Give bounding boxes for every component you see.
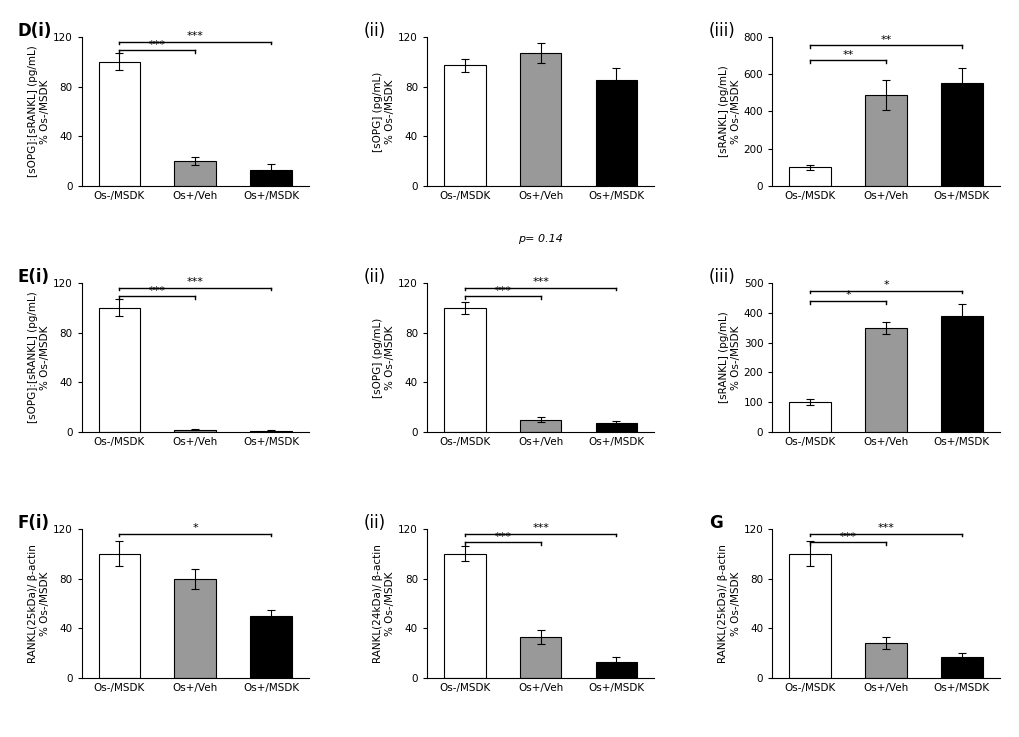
Text: E(i): E(i) xyxy=(18,268,50,286)
Bar xyxy=(174,161,216,186)
Y-axis label: [sRANKL] (pg/mL)
% Os-/MSDK: [sRANKL] (pg/mL) % Os-/MSDK xyxy=(717,66,740,157)
Text: F(i): F(i) xyxy=(18,514,50,532)
Bar xyxy=(250,170,291,186)
Text: *: * xyxy=(845,290,850,301)
Bar xyxy=(174,579,216,678)
Y-axis label: [sOPG]:[sRANKL] (pg/mL)
% Os-/MSDK: [sOPG]:[sRANKL] (pg/mL) % Os-/MSDK xyxy=(28,46,50,178)
Text: p= 0.14: p= 0.14 xyxy=(518,234,562,244)
Text: ***: *** xyxy=(186,277,204,287)
Text: (iii): (iii) xyxy=(708,22,735,40)
Text: (iii): (iii) xyxy=(708,268,735,286)
Bar xyxy=(940,83,981,186)
Y-axis label: RANKL(24kDa)/ β-actin
% Os-/MSDK: RANKL(24kDa)/ β-actin % Os-/MSDK xyxy=(373,544,395,663)
Y-axis label: RANKL(25kDa)/ β-actin
% Os-/MSDK: RANKL(25kDa)/ β-actin % Os-/MSDK xyxy=(28,544,50,663)
Bar xyxy=(99,308,141,432)
Bar xyxy=(789,553,830,678)
Text: (ii): (ii) xyxy=(363,268,385,286)
Bar xyxy=(864,328,906,432)
Bar xyxy=(595,80,637,186)
Y-axis label: [sRANKL] (pg/mL)
% Os-/MSDK: [sRANKL] (pg/mL) % Os-/MSDK xyxy=(717,312,740,403)
Text: (ii): (ii) xyxy=(363,22,385,40)
Text: ***: *** xyxy=(532,277,548,287)
Text: ***: *** xyxy=(876,523,894,533)
Bar xyxy=(99,62,141,186)
Text: ***: *** xyxy=(494,531,511,542)
Text: *: * xyxy=(882,280,888,290)
Bar xyxy=(595,423,637,432)
Bar xyxy=(864,643,906,678)
Y-axis label: [sOPG] (pg/mL)
% Os-/MSDK: [sOPG] (pg/mL) % Os-/MSDK xyxy=(373,318,395,397)
Y-axis label: [sOPG] (pg/mL)
% Os-/MSDK: [sOPG] (pg/mL) % Os-/MSDK xyxy=(373,71,395,152)
Bar xyxy=(250,616,291,678)
Text: ***: *** xyxy=(494,286,511,296)
Text: **: ** xyxy=(879,35,891,45)
Text: ***: *** xyxy=(149,40,166,49)
Y-axis label: RANKL(25kDa)/ β-actin
% Os-/MSDK: RANKL(25kDa)/ β-actin % Os-/MSDK xyxy=(717,544,740,663)
Text: D(i): D(i) xyxy=(18,22,52,40)
Text: **: ** xyxy=(842,49,853,60)
Text: *: * xyxy=(193,523,198,533)
Text: (ii): (ii) xyxy=(363,514,385,532)
Bar xyxy=(940,315,981,432)
Text: ***: *** xyxy=(839,531,856,542)
Text: ***: *** xyxy=(532,523,548,533)
Bar xyxy=(789,167,830,186)
Text: G: G xyxy=(708,514,721,532)
Bar xyxy=(520,419,560,432)
Text: ***: *** xyxy=(149,286,166,296)
Y-axis label: [sOPG]:[sRANKL] (pg/mL)
% Os-/MSDK: [sOPG]:[sRANKL] (pg/mL) % Os-/MSDK xyxy=(28,292,50,423)
Bar xyxy=(595,662,637,678)
Bar xyxy=(443,308,485,432)
Bar xyxy=(789,402,830,432)
Text: ***: *** xyxy=(186,31,204,41)
Bar xyxy=(864,94,906,186)
Bar xyxy=(443,66,485,186)
Bar xyxy=(520,53,560,186)
Bar xyxy=(443,553,485,678)
Bar xyxy=(174,430,216,432)
Bar xyxy=(520,637,560,678)
Bar xyxy=(940,657,981,678)
Bar xyxy=(250,430,291,432)
Bar xyxy=(99,553,141,678)
